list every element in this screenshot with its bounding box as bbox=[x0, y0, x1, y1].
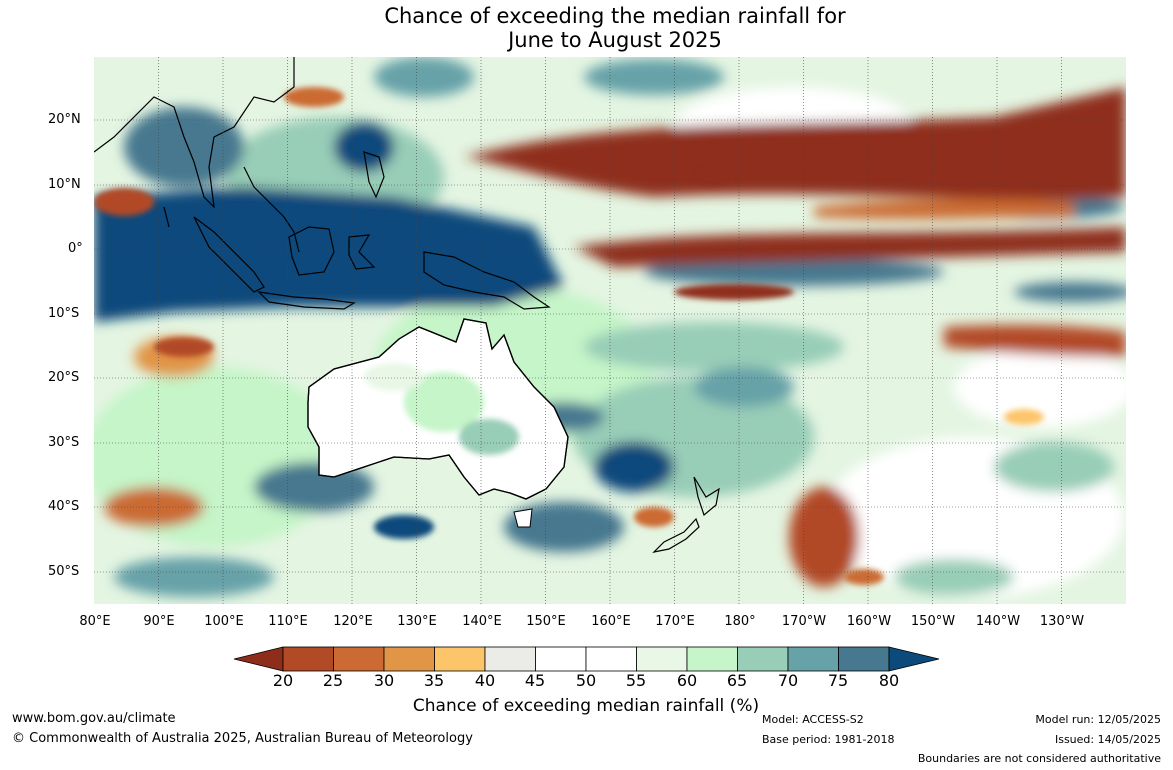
colorbar-label: Chance of exceeding median rainfall (%) bbox=[412, 696, 760, 716]
lon-label: 100°E bbox=[204, 614, 244, 629]
colorbar-segment bbox=[787, 646, 839, 672]
lon-label: 80°E bbox=[79, 614, 111, 629]
lon-label: 170°E bbox=[655, 614, 695, 629]
colorbar-tick: 55 bbox=[625, 671, 647, 690]
sulawesi-outline bbox=[348, 234, 376, 270]
lon-label: 160°E bbox=[591, 614, 631, 629]
colorbar-arrow-high bbox=[888, 646, 940, 672]
colorbar-tick: 35 bbox=[423, 671, 445, 690]
colorbar-segment bbox=[838, 646, 890, 672]
java-outline bbox=[257, 291, 356, 310]
tasmania-outline bbox=[513, 508, 533, 528]
lat-label: 10°N bbox=[48, 177, 81, 192]
new-guinea-outline bbox=[423, 251, 551, 310]
footer-base-period: Base period: 1981-2018 bbox=[762, 733, 895, 746]
lon-label: 140°W bbox=[975, 614, 1021, 629]
new-zealand-south-outline bbox=[652, 517, 700, 553]
lat-label: 20°N bbox=[48, 112, 81, 127]
footer-model-run: Model run: 12/05/2025 bbox=[1035, 713, 1161, 726]
lat-label: 0° bbox=[68, 241, 83, 256]
lon-label: 180° bbox=[724, 614, 756, 629]
colorbar-segment bbox=[383, 646, 435, 672]
lat-label: 50°S bbox=[48, 564, 80, 579]
colorbar-segment bbox=[686, 646, 738, 672]
colorbar-tick: 50 bbox=[575, 671, 597, 690]
probability-field bbox=[94, 57, 1126, 597]
colorbar-tick: 65 bbox=[726, 671, 748, 690]
footer-model: Model: ACCESS-S2 bbox=[762, 713, 864, 726]
lon-label: 90°E bbox=[143, 614, 175, 629]
colorbar-segment bbox=[333, 646, 385, 672]
lat-label: 20°S bbox=[48, 370, 80, 385]
lon-label: 140°E bbox=[462, 614, 502, 629]
footer-url: www.bom.gov.au/climate bbox=[12, 711, 176, 726]
borneo-outline bbox=[288, 226, 335, 276]
colorbar-segment bbox=[484, 646, 536, 672]
colorbar-tick: 70 bbox=[777, 671, 799, 690]
lon-label: 110°E bbox=[268, 614, 308, 629]
rainfall-map-canvas bbox=[94, 57, 1126, 604]
colorbar-tick: 60 bbox=[676, 671, 698, 690]
colorbar-segment bbox=[636, 646, 688, 672]
lon-label: 150°E bbox=[526, 614, 566, 629]
lat-label: 40°S bbox=[48, 499, 80, 514]
lon-label: 170°W bbox=[781, 614, 827, 629]
colorbar-segment bbox=[585, 646, 637, 672]
footer-disclaimer: Boundaries are not considered authoritat… bbox=[917, 752, 1161, 765]
sumatra-outline bbox=[193, 216, 265, 293]
colorbar-segment bbox=[282, 646, 334, 672]
lat-label: 10°S bbox=[48, 306, 80, 321]
map-title: Chance of exceeding the median rainfall … bbox=[0, 4, 1173, 52]
colorbar-arrow-low bbox=[233, 646, 284, 672]
colorbar-tick: 40 bbox=[474, 671, 496, 690]
footer-issued: Issued: 14/05/2025 bbox=[1054, 733, 1161, 746]
philippines-outline bbox=[363, 151, 385, 199]
rainfall-map bbox=[94, 57, 1126, 604]
colorbar-tick: 80 bbox=[878, 671, 900, 690]
title-line-2: June to August 2025 bbox=[508, 28, 722, 52]
graticule bbox=[94, 57, 1126, 604]
colorbar-segment bbox=[434, 646, 486, 672]
title-line-1: Chance of exceeding the median rainfall … bbox=[384, 4, 846, 28]
asia-coastline bbox=[94, 57, 295, 209]
lon-label: 150°W bbox=[910, 614, 956, 629]
colorbar-tick: 25 bbox=[322, 671, 344, 690]
colorbar-tick: 75 bbox=[827, 671, 849, 690]
new-zealand-north-outline bbox=[693, 476, 720, 517]
lon-label: 160°W bbox=[846, 614, 892, 629]
lon-label: 120°E bbox=[333, 614, 373, 629]
colorbar-tick: 45 bbox=[524, 671, 546, 690]
lon-label: 130°E bbox=[397, 614, 437, 629]
colorbar-segment bbox=[737, 646, 789, 672]
lon-label: 130°W bbox=[1039, 614, 1085, 629]
colorbar-tick: 30 bbox=[373, 671, 395, 690]
lat-label: 30°S bbox=[48, 435, 80, 450]
footer-copyright: © Commonwealth of Australia 2025, Austra… bbox=[12, 731, 473, 746]
colorbar-segment bbox=[535, 646, 587, 672]
colorbar bbox=[233, 646, 940, 672]
colorbar-tick: 20 bbox=[272, 671, 294, 690]
